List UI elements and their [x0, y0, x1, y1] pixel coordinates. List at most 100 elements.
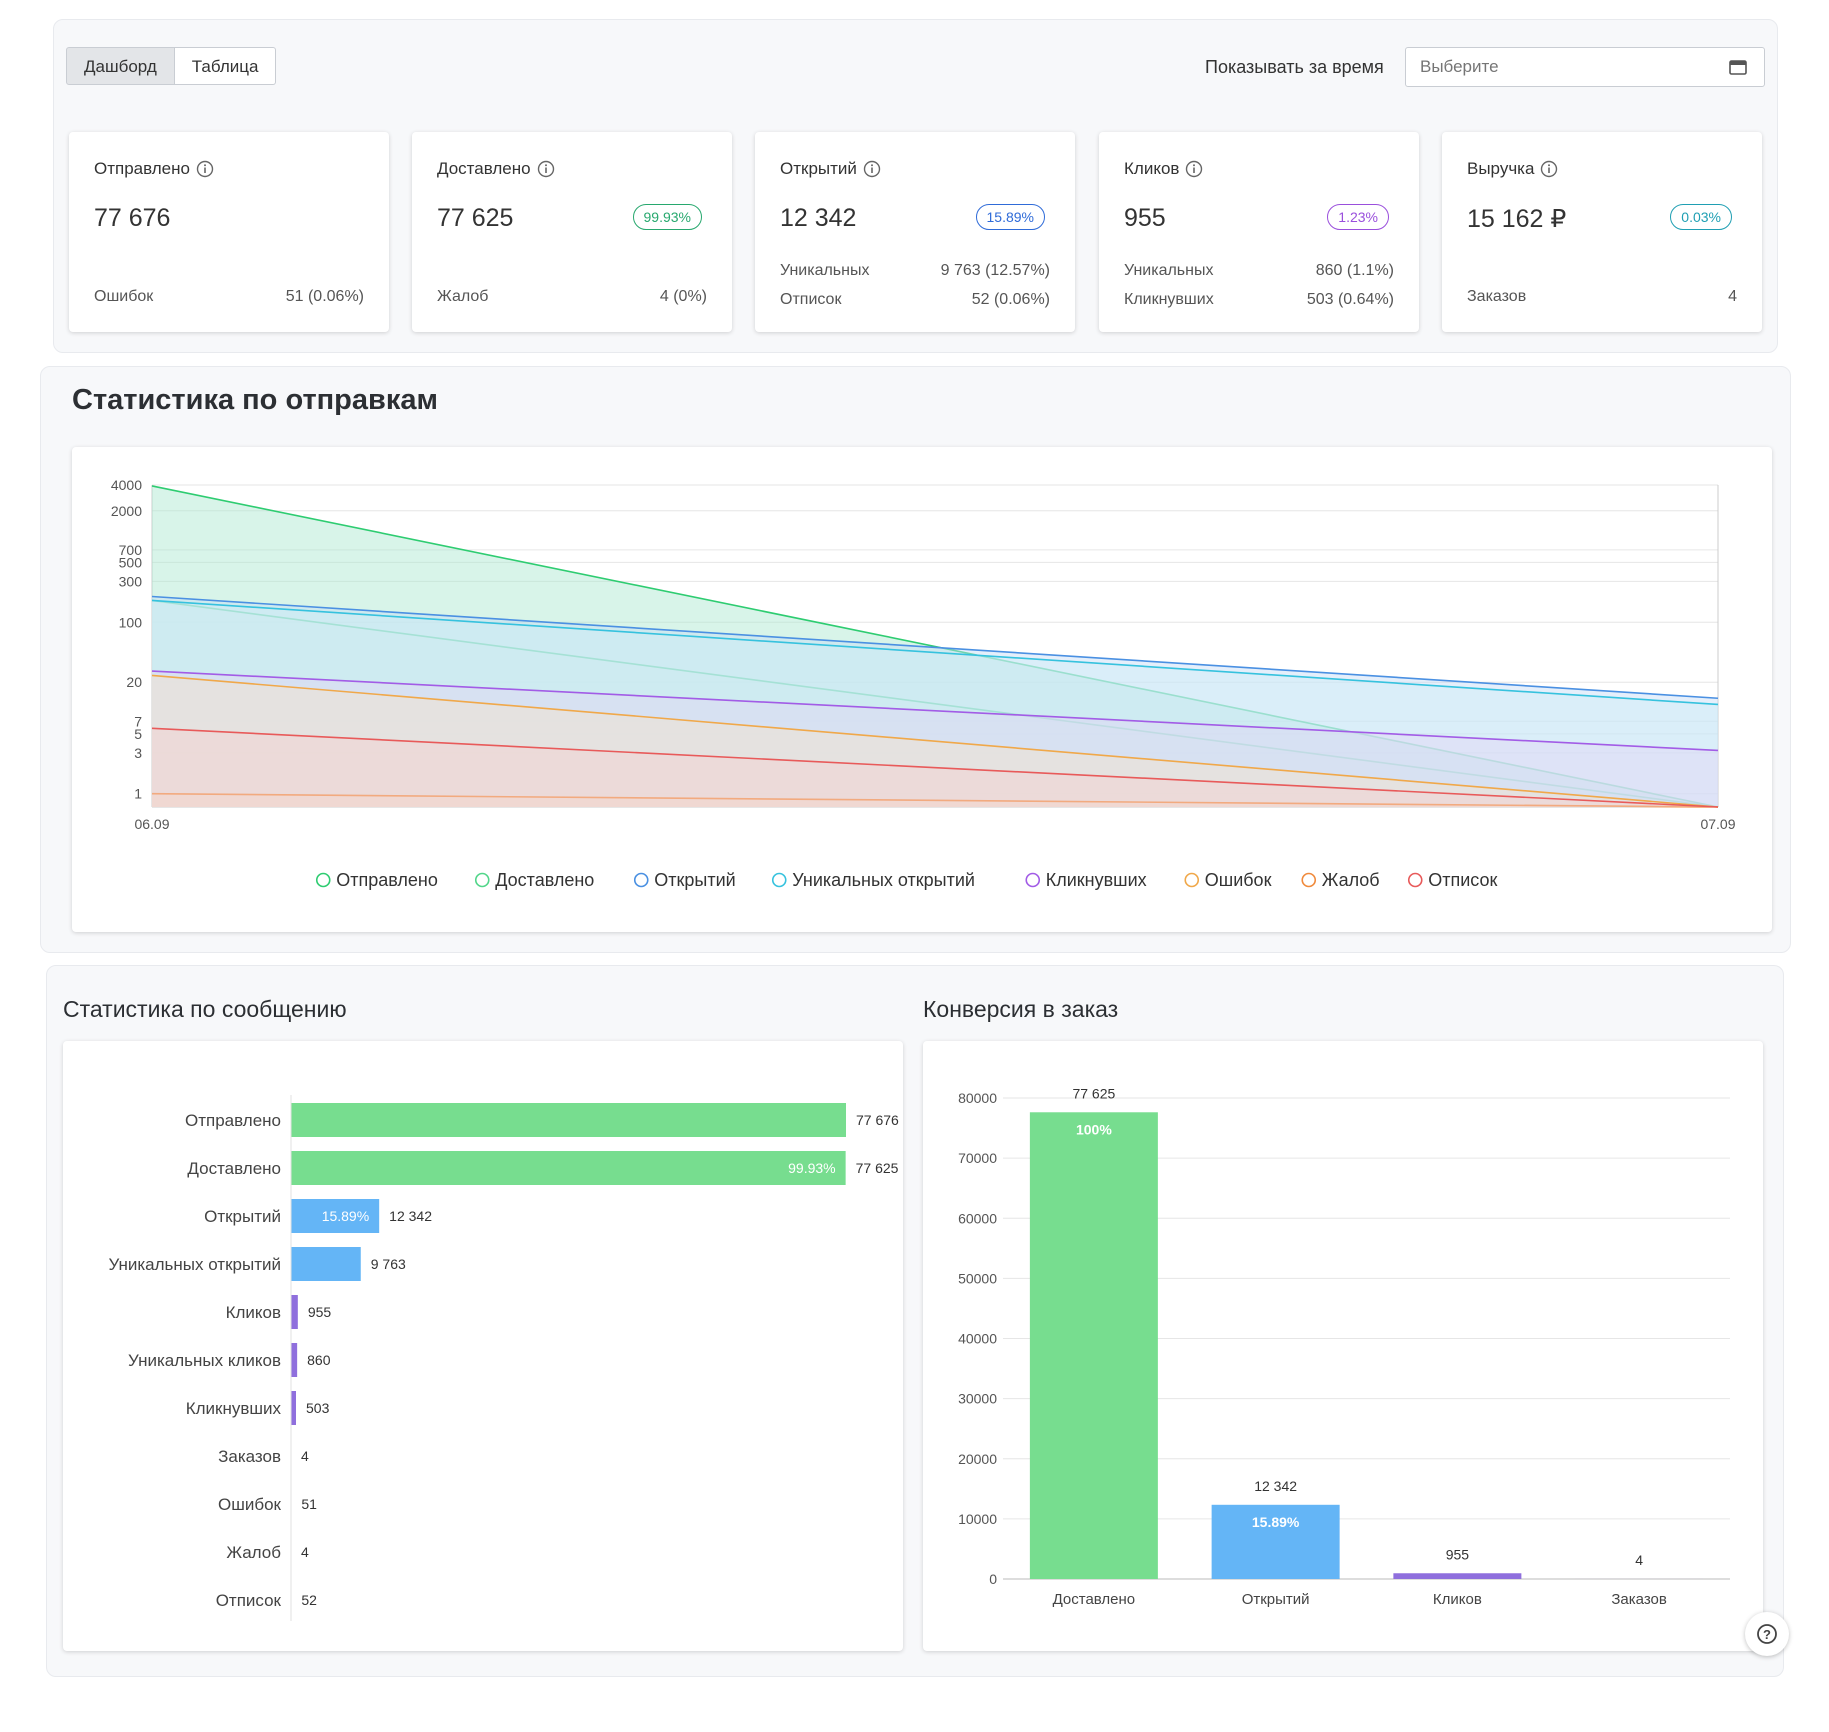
percent-badge: 15.89% [975, 204, 1045, 230]
y-tick-label: 10000 [958, 1511, 997, 1527]
y-tick-label: 300 [119, 573, 143, 589]
legend-marker [474, 872, 490, 888]
conversion-bar-chart: 0 10000 20000 30000 40000 50000 60000 70000 8000… [958, 1085, 1730, 1608]
info-icon[interactable] [196, 160, 214, 178]
bar-value-label: 503 [306, 1400, 330, 1416]
stat-card-0: Отправлено 77 676 Ошибок 51 (0.06%) [69, 132, 389, 332]
bar [291, 1295, 298, 1329]
category-label: Отправлено [185, 1111, 281, 1130]
view-toggle: Дашборд Таблица [66, 47, 277, 85]
y-tick-label: 1 [134, 786, 142, 802]
stat-title-text: Выручка [1467, 159, 1535, 178]
stat-row-label: Кликнувших [1124, 291, 1214, 308]
stat-value: 77 676 [94, 204, 171, 232]
series-line [151, 595, 1719, 700]
legend-marker [771, 872, 787, 888]
y-tick-label: 3 [134, 745, 142, 761]
y-tick-label: 5 [134, 726, 142, 742]
date-range-input[interactable] [1405, 47, 1765, 87]
stat-title: Отправлено [94, 159, 214, 179]
legend-marker [633, 872, 649, 888]
legend-marker [315, 872, 331, 888]
legend-label: Ошибок [1205, 870, 1272, 890]
stat-row-value: 51 (0.06%) [285, 288, 364, 305]
y-tick-label: 40000 [958, 1331, 997, 1347]
stat-row-value: 4 [1728, 288, 1737, 305]
legend-label: Отправлено [336, 870, 438, 890]
percent-badge: 99.93% [632, 204, 702, 230]
y-tick-label: 2000 [111, 503, 142, 519]
category-label: Жалоб [226, 1543, 281, 1562]
legend-label: Отписок [1428, 870, 1497, 890]
legend-marker [1407, 872, 1423, 888]
conversion-title: Конверсия в заказ [923, 996, 1119, 1022]
bar-value-label: 51 [301, 1496, 317, 1512]
stat-card-1: Доставлено 77 625 99.93% Жалоб 4 (0%) [412, 132, 732, 332]
y-tick-label: 50000 [958, 1270, 997, 1286]
category-label: Ошибок [218, 1495, 282, 1514]
series-line [151, 670, 1719, 752]
bar-value-label: 955 [1446, 1546, 1470, 1562]
y-tick-label: 100 [119, 614, 143, 630]
info-icon[interactable] [863, 160, 881, 178]
stat-card-3: Кликов 955 1.23% Уникальных 860 (1.1%) Кликну… [1099, 132, 1419, 332]
stat-card-2: Открытий 12 342 15.89% Уникальных 9 763 (12.… [755, 132, 1075, 332]
bar-value-label: 4 [1635, 1552, 1643, 1568]
message-stats-title: Статистика по сообщению [63, 996, 347, 1022]
bar-inner-label: 15.89% [1252, 1514, 1300, 1530]
y-tick-label: 70000 [958, 1150, 997, 1166]
category-label: Уникальных открытий [108, 1255, 281, 1274]
series-line [151, 485, 1719, 808]
info-icon[interactable] [1540, 160, 1558, 178]
y-tick-label: 60000 [958, 1210, 997, 1226]
category-label: Открытий [1242, 1591, 1310, 1608]
svg-text:?: ? [1763, 1627, 1771, 1642]
stat-title-text: Отправлено [94, 159, 190, 178]
bar [291, 1199, 380, 1233]
stat-title: Выручка [1467, 159, 1558, 179]
stat-row-label: Ошибок [94, 288, 154, 305]
category-label: Заказов [218, 1447, 281, 1466]
bar [291, 1343, 298, 1377]
tab-dashboard[interactable]: Дашборд [66, 47, 175, 85]
y-tick-label: 500 [119, 554, 143, 570]
percent-badge: 0.03% [1670, 204, 1732, 230]
x-tick-label: 06.09 [134, 816, 169, 832]
sends-title: Статистика по отправкам [72, 384, 438, 416]
info-icon[interactable] [537, 160, 555, 178]
help-button[interactable]: ? [1745, 1612, 1789, 1656]
stat-row-label: Уникальных [1124, 262, 1214, 279]
y-tick-label: 30000 [958, 1391, 997, 1407]
y-tick-label: 7 [134, 713, 142, 729]
stat-row-label: Уникальных [780, 262, 870, 279]
stat-row-label: Отписок [780, 291, 842, 308]
bar-inner-label: 99.93% [788, 1160, 835, 1176]
stat-value: 77 625 [437, 204, 514, 232]
y-tick-label: 700 [119, 542, 143, 558]
bar-inner-label: 100% [1076, 1121, 1112, 1137]
legend-label: Жалоб [1322, 870, 1380, 890]
stat-title: Кликов [1124, 159, 1203, 179]
stat-value: 15 162 ₽ [1467, 205, 1567, 233]
bar-value-label: 12 342 [1254, 1478, 1297, 1494]
bar [1029, 1112, 1158, 1579]
calendar-icon[interactable] [1729, 59, 1747, 75]
stat-row-value: 9 763 (12.57%) [940, 262, 1050, 279]
bar-value-label: 4 [301, 1448, 309, 1464]
category-label: Открытий [204, 1207, 281, 1226]
bar [1393, 1573, 1522, 1579]
bar-value-label: 955 [308, 1304, 332, 1320]
info-icon[interactable] [1185, 160, 1203, 178]
bar [291, 1103, 846, 1137]
series-line [151, 792, 1719, 808]
x-tick-label: 07.09 [1700, 816, 1735, 832]
series-line [151, 674, 1719, 808]
message-bar-chart: Отправлено 77 676 Доставлено 99.93% 77 625 От… [108, 1095, 899, 1621]
bar [291, 1151, 846, 1185]
series-area [152, 671, 1718, 807]
help-icon: ? [1757, 1624, 1777, 1644]
tab-table[interactable]: Таблица [174, 47, 277, 85]
bar [291, 1391, 296, 1425]
y-tick-label: 4000 [111, 477, 142, 493]
